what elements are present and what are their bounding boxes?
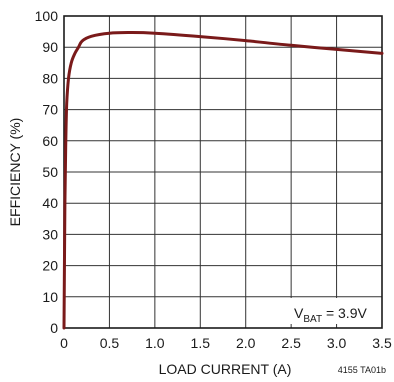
y-axis-title: EFFICIENCY (%): [7, 118, 23, 227]
vbat-subscript: BAT: [303, 314, 322, 325]
y-tick-label: 70: [42, 102, 58, 118]
figure-id: 4155 TA01b: [338, 365, 386, 375]
vbat-value: = 3.9V: [322, 305, 367, 321]
y-tick-label: 80: [42, 70, 58, 86]
y-tick-label: 0: [50, 320, 58, 336]
x-tick-label: 1.5: [191, 335, 211, 351]
x-axis-title: LOAD CURRENT (A): [159, 361, 292, 377]
x-tick-label: 3.5: [372, 335, 392, 351]
y-tick-label: 30: [42, 226, 58, 242]
grid-lines: [64, 16, 382, 328]
x-tick-label: 0: [60, 335, 68, 351]
y-tick-label: 40: [42, 195, 58, 211]
x-tick-label: 0.5: [100, 335, 120, 351]
vbat-annotation: VBAT = 3.9V: [290, 298, 380, 325]
x-tick-label: 2.5: [281, 335, 301, 351]
y-tick-label: 50: [42, 164, 58, 180]
y-tick-labels: 0 10 20 30 40 50 60 70 80 90 100: [35, 8, 59, 336]
vbat-prefix: V: [294, 305, 304, 321]
y-tick-label: 90: [42, 39, 58, 55]
y-tick-label: 10: [42, 289, 58, 305]
y-tick-label: 60: [42, 133, 58, 149]
x-tick-label: 3.0: [327, 335, 347, 351]
x-tick-label: 2.0: [236, 335, 256, 351]
efficiency-curve: [62, 31, 384, 330]
y-tick-label: 20: [42, 258, 58, 274]
svg-text:VBAT = 3.9V: VBAT = 3.9V: [294, 305, 367, 325]
x-tick-label: 1.0: [145, 335, 165, 351]
x-tick-labels: 0 0.5 1.0 1.5 2.0 2.5 3.0 3.5: [60, 335, 392, 351]
y-tick-label: 100: [35, 8, 59, 24]
